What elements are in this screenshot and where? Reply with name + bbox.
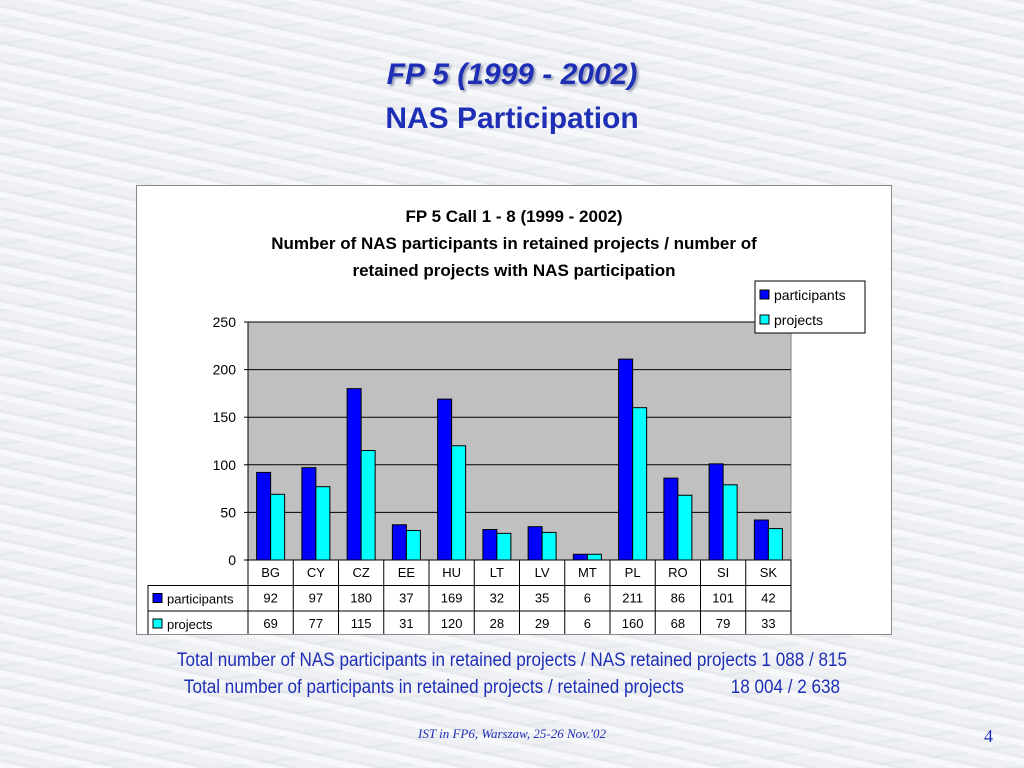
y-tick-label: 50 [220, 504, 236, 520]
chart-title-line-1: FP 5 Call 1 - 8 (1999 - 2002) [405, 207, 623, 226]
data-table-value: 101 [712, 591, 734, 606]
data-table-value: 92 [263, 591, 277, 606]
data-table-value: 31 [399, 616, 413, 631]
category-label: SI [717, 565, 729, 580]
y-tick-label: 150 [213, 409, 237, 425]
bar-projects [722, 484, 738, 561]
data-table-swatch-participants [152, 593, 163, 603]
data-table-value: 180 [350, 591, 372, 606]
bar-projects [541, 531, 557, 561]
category-label: CY [307, 565, 325, 580]
bar-participants [663, 477, 679, 561]
data-table-value: 37 [399, 591, 413, 606]
bar-participants [256, 471, 272, 561]
category-label: BG [261, 565, 280, 580]
data-table-series-label: projects [167, 617, 213, 632]
bar-projects [586, 553, 602, 561]
data-table-value: 33 [761, 616, 775, 631]
chart-container: FP 5 Call 1 - 8 (1999 - 2002) Number of … [136, 185, 892, 635]
bar-participants [482, 529, 498, 561]
slide-subtitle: NAS Participation [385, 102, 639, 135]
legend-swatch-projects [759, 314, 770, 325]
data-table-value: 77 [309, 616, 323, 631]
category-label: HU [442, 565, 461, 580]
bar-projects [451, 445, 467, 561]
footnote-all-value: 18 004 / 2 638 [730, 677, 841, 698]
bar-participants [708, 463, 724, 561]
footnote-all-label: Total number of participants in retained… [183, 677, 684, 698]
data-table-value: 28 [490, 616, 504, 631]
category-label: SK [760, 565, 778, 580]
data-table-value: 115 [351, 616, 372, 631]
bar-projects [632, 407, 648, 561]
data-table-value: 35 [535, 591, 549, 606]
category-label: LV [535, 565, 550, 580]
plot-area [247, 321, 792, 561]
bar-participants [391, 524, 407, 561]
bar-projects [315, 486, 331, 561]
data-table-value: 120 [441, 616, 463, 631]
data-table-frame [147, 585, 792, 634]
bar-participants [572, 553, 588, 561]
bar-projects [677, 494, 693, 561]
category-label: RO [668, 565, 688, 580]
bar-projects [767, 528, 783, 561]
legend-label-projects: projects [774, 312, 823, 328]
bar-projects [496, 532, 512, 561]
bar-projects [270, 493, 286, 561]
bar-projects [405, 529, 421, 561]
category-label: LT [490, 565, 504, 580]
bar-participants [618, 358, 634, 561]
legend [754, 280, 866, 334]
legend-label-participants: participants [774, 287, 846, 303]
chart-title-line-3: retained projects with NAS participation [352, 261, 676, 280]
data-table-swatch-projects [152, 618, 163, 629]
chart-title: FP 5 Call 1 - 8 (1999 - 2002) Number of … [137, 203, 891, 284]
category-label: CZ [352, 565, 369, 580]
bar-participants [437, 398, 453, 561]
footnote-all-totals: Total number of participants in retained… [51, 677, 973, 699]
y-tick-label: 0 [228, 552, 236, 568]
bar-participants [753, 519, 769, 561]
slide-title: FP 5 (1999 - 2002) [386, 58, 638, 91]
legend-swatch-participants [759, 289, 770, 300]
category-label: MT [578, 565, 597, 580]
data-table-value: 6 [584, 616, 591, 631]
data-table-value: 6 [584, 591, 591, 606]
slide-footer: IST in FP6, Warszaw, 25-26 Nov.'02 [418, 726, 606, 741]
data-table-value: 42 [761, 591, 775, 606]
data-table-series-label: participants [167, 592, 234, 607]
data-table-value: 69 [263, 616, 277, 631]
category-label: PL [625, 565, 641, 580]
bar-chart: 0 50 100 150 200 250 BG CY CZ EE HU LT LV MT PL RO SI SK p… [147, 280, 866, 634]
data-table-value: 97 [309, 591, 323, 606]
bar-projects [360, 450, 376, 561]
y-tick-label: 100 [213, 457, 237, 473]
data-table-value: 68 [671, 616, 685, 631]
footnote-nas-totals: Total number of NAS participants in reta… [176, 650, 848, 671]
y-tick-label: 250 [213, 314, 237, 330]
data-table-value: 86 [671, 591, 685, 606]
data-table-value: 79 [716, 616, 730, 631]
category-label: EE [398, 565, 416, 580]
data-table-value: 211 [622, 591, 643, 606]
data-table-value: 169 [441, 591, 463, 606]
bar-participants [527, 526, 543, 561]
chart-title-line-2: Number of NAS participants in retained p… [271, 234, 757, 253]
data-table-value: 32 [490, 591, 504, 606]
data-table-value: 29 [535, 616, 549, 631]
bar-participants [301, 467, 317, 561]
y-tick-label: 200 [213, 362, 237, 378]
data-table-value: 160 [622, 616, 644, 631]
bar-participants [346, 388, 362, 561]
page-number: 4 [984, 726, 993, 746]
